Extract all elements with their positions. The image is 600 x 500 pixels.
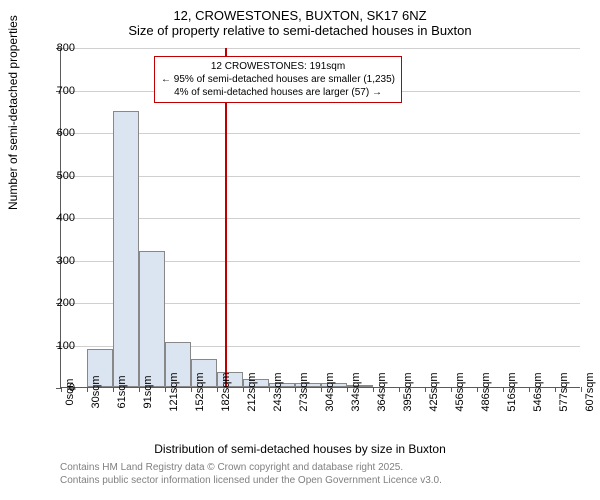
x-tick-label: 212sqm: [246, 372, 258, 411]
x-tick: [451, 387, 452, 392]
x-tick: [269, 387, 270, 392]
x-tick-label: 304sqm: [324, 372, 336, 411]
annotation-line3: 4% of semi-detached houses are larger (5…: [161, 86, 395, 99]
histogram-bar: [113, 111, 139, 387]
y-tick-label: 300: [45, 255, 75, 267]
x-tick-label: 456sqm: [454, 372, 466, 411]
y-tick-label: 100: [45, 340, 75, 352]
x-tick: [87, 387, 88, 392]
attribution-line1: Contains HM Land Registry data © Crown c…: [60, 462, 442, 475]
x-tick: [503, 387, 504, 392]
y-tick-label: 700: [45, 85, 75, 97]
x-tick-label: 364sqm: [376, 372, 388, 411]
x-tick: [139, 387, 140, 392]
x-tick: [529, 387, 530, 392]
x-tick: [217, 387, 218, 392]
x-tick-label: 577sqm: [558, 372, 570, 411]
y-axis-label: Number of semi-detached properties: [6, 15, 20, 210]
attribution-line2: Contains public sector information licen…: [60, 475, 442, 488]
annotation-box: 12 CROWESTONES: 191sqm← 95% of semi-deta…: [154, 56, 402, 103]
title-main: 12, CROWESTONES, BUXTON, SK17 6NZ: [0, 0, 600, 23]
x-tick: [581, 387, 582, 392]
x-tick-label: 425sqm: [428, 372, 440, 411]
x-tick: [191, 387, 192, 392]
x-tick-label: 607sqm: [584, 372, 596, 411]
x-tick-label: 121sqm: [168, 372, 180, 411]
x-tick: [321, 387, 322, 392]
x-tick-label: 273sqm: [298, 372, 310, 411]
y-tick-label: 200: [45, 297, 75, 309]
title-sub: Size of property relative to semi-detach…: [0, 23, 600, 42]
x-tick: [165, 387, 166, 392]
plot-area: 12 CROWESTONES: 191sqm← 95% of semi-deta…: [60, 48, 580, 388]
x-tick-label: 334sqm: [350, 372, 362, 411]
annotation-line2: ← 95% of semi-detached houses are smalle…: [161, 73, 395, 86]
attribution-text: Contains HM Land Registry data © Crown c…: [60, 462, 442, 487]
x-tick-label: 182sqm: [220, 372, 232, 411]
annotation-line1: 12 CROWESTONES: 191sqm: [161, 60, 395, 73]
x-tick-label: 395sqm: [402, 372, 414, 411]
grid-line: [61, 48, 580, 49]
x-tick-label: 61sqm: [116, 375, 128, 408]
x-axis-label: Distribution of semi-detached houses by …: [0, 442, 600, 456]
x-tick-label: 486sqm: [480, 372, 492, 411]
x-tick: [555, 387, 556, 392]
x-tick-label: 243sqm: [272, 372, 284, 411]
x-tick: [373, 387, 374, 392]
x-tick: [113, 387, 114, 392]
x-tick: [243, 387, 244, 392]
x-tick-label: 30sqm: [90, 375, 102, 408]
x-tick: [477, 387, 478, 392]
y-tick-label: 500: [45, 170, 75, 182]
x-tick: [399, 387, 400, 392]
x-tick-label: 91sqm: [142, 375, 154, 408]
x-tick: [347, 387, 348, 392]
x-tick-label: 546sqm: [532, 372, 544, 411]
x-tick: [295, 387, 296, 392]
x-tick: [425, 387, 426, 392]
y-tick-label: 400: [45, 212, 75, 224]
x-tick-label: 152sqm: [194, 372, 206, 411]
x-tick-label: 516sqm: [506, 372, 518, 411]
y-tick-label: 600: [45, 127, 75, 139]
chart-container: 12, CROWESTONES, BUXTON, SK17 6NZ Size o…: [0, 0, 600, 500]
histogram-bar: [139, 251, 165, 387]
y-tick-label: 800: [45, 42, 75, 54]
x-tick-label: 0sqm: [64, 379, 76, 406]
